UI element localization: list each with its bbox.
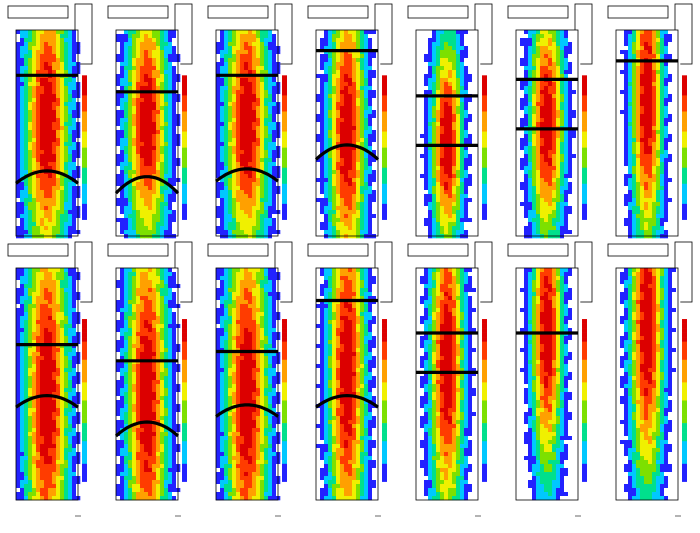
heatmap-cells [316,268,381,501]
heatmap-panel-r2c4 [307,241,393,517]
overlay-curve-2 [114,175,180,195]
color-scale [482,319,487,501]
plot-frame [315,267,379,501]
heatmap-panel-r1c7 [607,3,693,253]
overlay-curve-2 [215,167,279,183]
panel-title-box [607,243,669,257]
plot-frame [15,29,79,237]
panel-title-box [7,5,69,19]
plot-frame [515,267,579,501]
overlay-curve-2 [114,420,180,438]
overlay-curve-2 [315,394,379,409]
plot-frame [415,267,479,501]
overlay-curve-2 [15,394,79,409]
heatmap-panel-r1c5 [407,3,493,253]
heatmap-panel-r1c4 [307,3,393,253]
plot-frame [515,29,579,237]
heatmap-panel-r2c5 [407,241,493,517]
panel-title-box [507,5,569,19]
panel-title-box [207,5,269,19]
color-scale [182,75,187,237]
plot-frame [115,29,179,237]
plot-frame [615,29,679,237]
heatmap-panel-r2c7 [607,241,693,517]
panel-title-box [407,243,469,257]
panel-title-box [307,243,369,257]
color-scale [682,319,687,501]
heatmap-cells [216,268,281,501]
color-scale [382,75,387,237]
plot-frame [215,267,279,501]
panel-title-box [107,5,169,19]
heatmap-panel-r2c2 [107,241,193,517]
plot-frame [415,29,479,237]
panel-title-box [607,5,669,19]
color-scale [582,319,587,501]
heatmap-cells [516,30,581,239]
heatmap-panel-r2c1 [7,241,93,517]
heatmap-cells [416,30,481,239]
overlay-curve-2 [15,169,79,185]
heatmap-cells [316,30,381,239]
overlay-curve-2 [215,403,279,418]
color-scale [482,75,487,237]
heatmap-cells [416,268,481,501]
heatmap-panel-r2c3 [207,241,293,517]
panel-title-box [407,5,469,19]
plot-frame [15,267,79,501]
color-scale [682,75,687,237]
plot-frame [615,267,679,501]
heatmap-cells [216,30,281,239]
panel-title-box [107,243,169,257]
heatmap-panel-r1c3 [207,3,293,253]
color-scale [182,319,187,501]
color-scale [282,75,287,237]
panel-title-box [207,243,269,257]
heatmap-cells [116,30,181,239]
heatmap-panel-r1c1 [7,3,93,253]
color-scale [82,75,87,237]
panel-title-box [7,243,69,257]
panel-title-box [307,5,369,19]
heatmap-cells [16,30,81,239]
heatmap-cells [616,268,681,501]
color-scale [582,75,587,237]
heatmap-panel-r1c2 [107,3,193,253]
overlay-curve-2 [314,143,380,161]
heatmap-cells [116,268,181,501]
heatmap-cells [516,268,581,501]
color-scale [382,319,387,501]
heatmap-panel-r2c6 [507,241,593,517]
panel-title-box [507,243,569,257]
heatmap-panel-r1c6 [507,3,593,253]
plot-frame [315,29,379,237]
color-scale [82,319,87,501]
plot-frame [115,267,179,501]
color-scale [282,319,287,501]
plot-frame [215,29,279,237]
heatmap-cells [16,268,81,501]
